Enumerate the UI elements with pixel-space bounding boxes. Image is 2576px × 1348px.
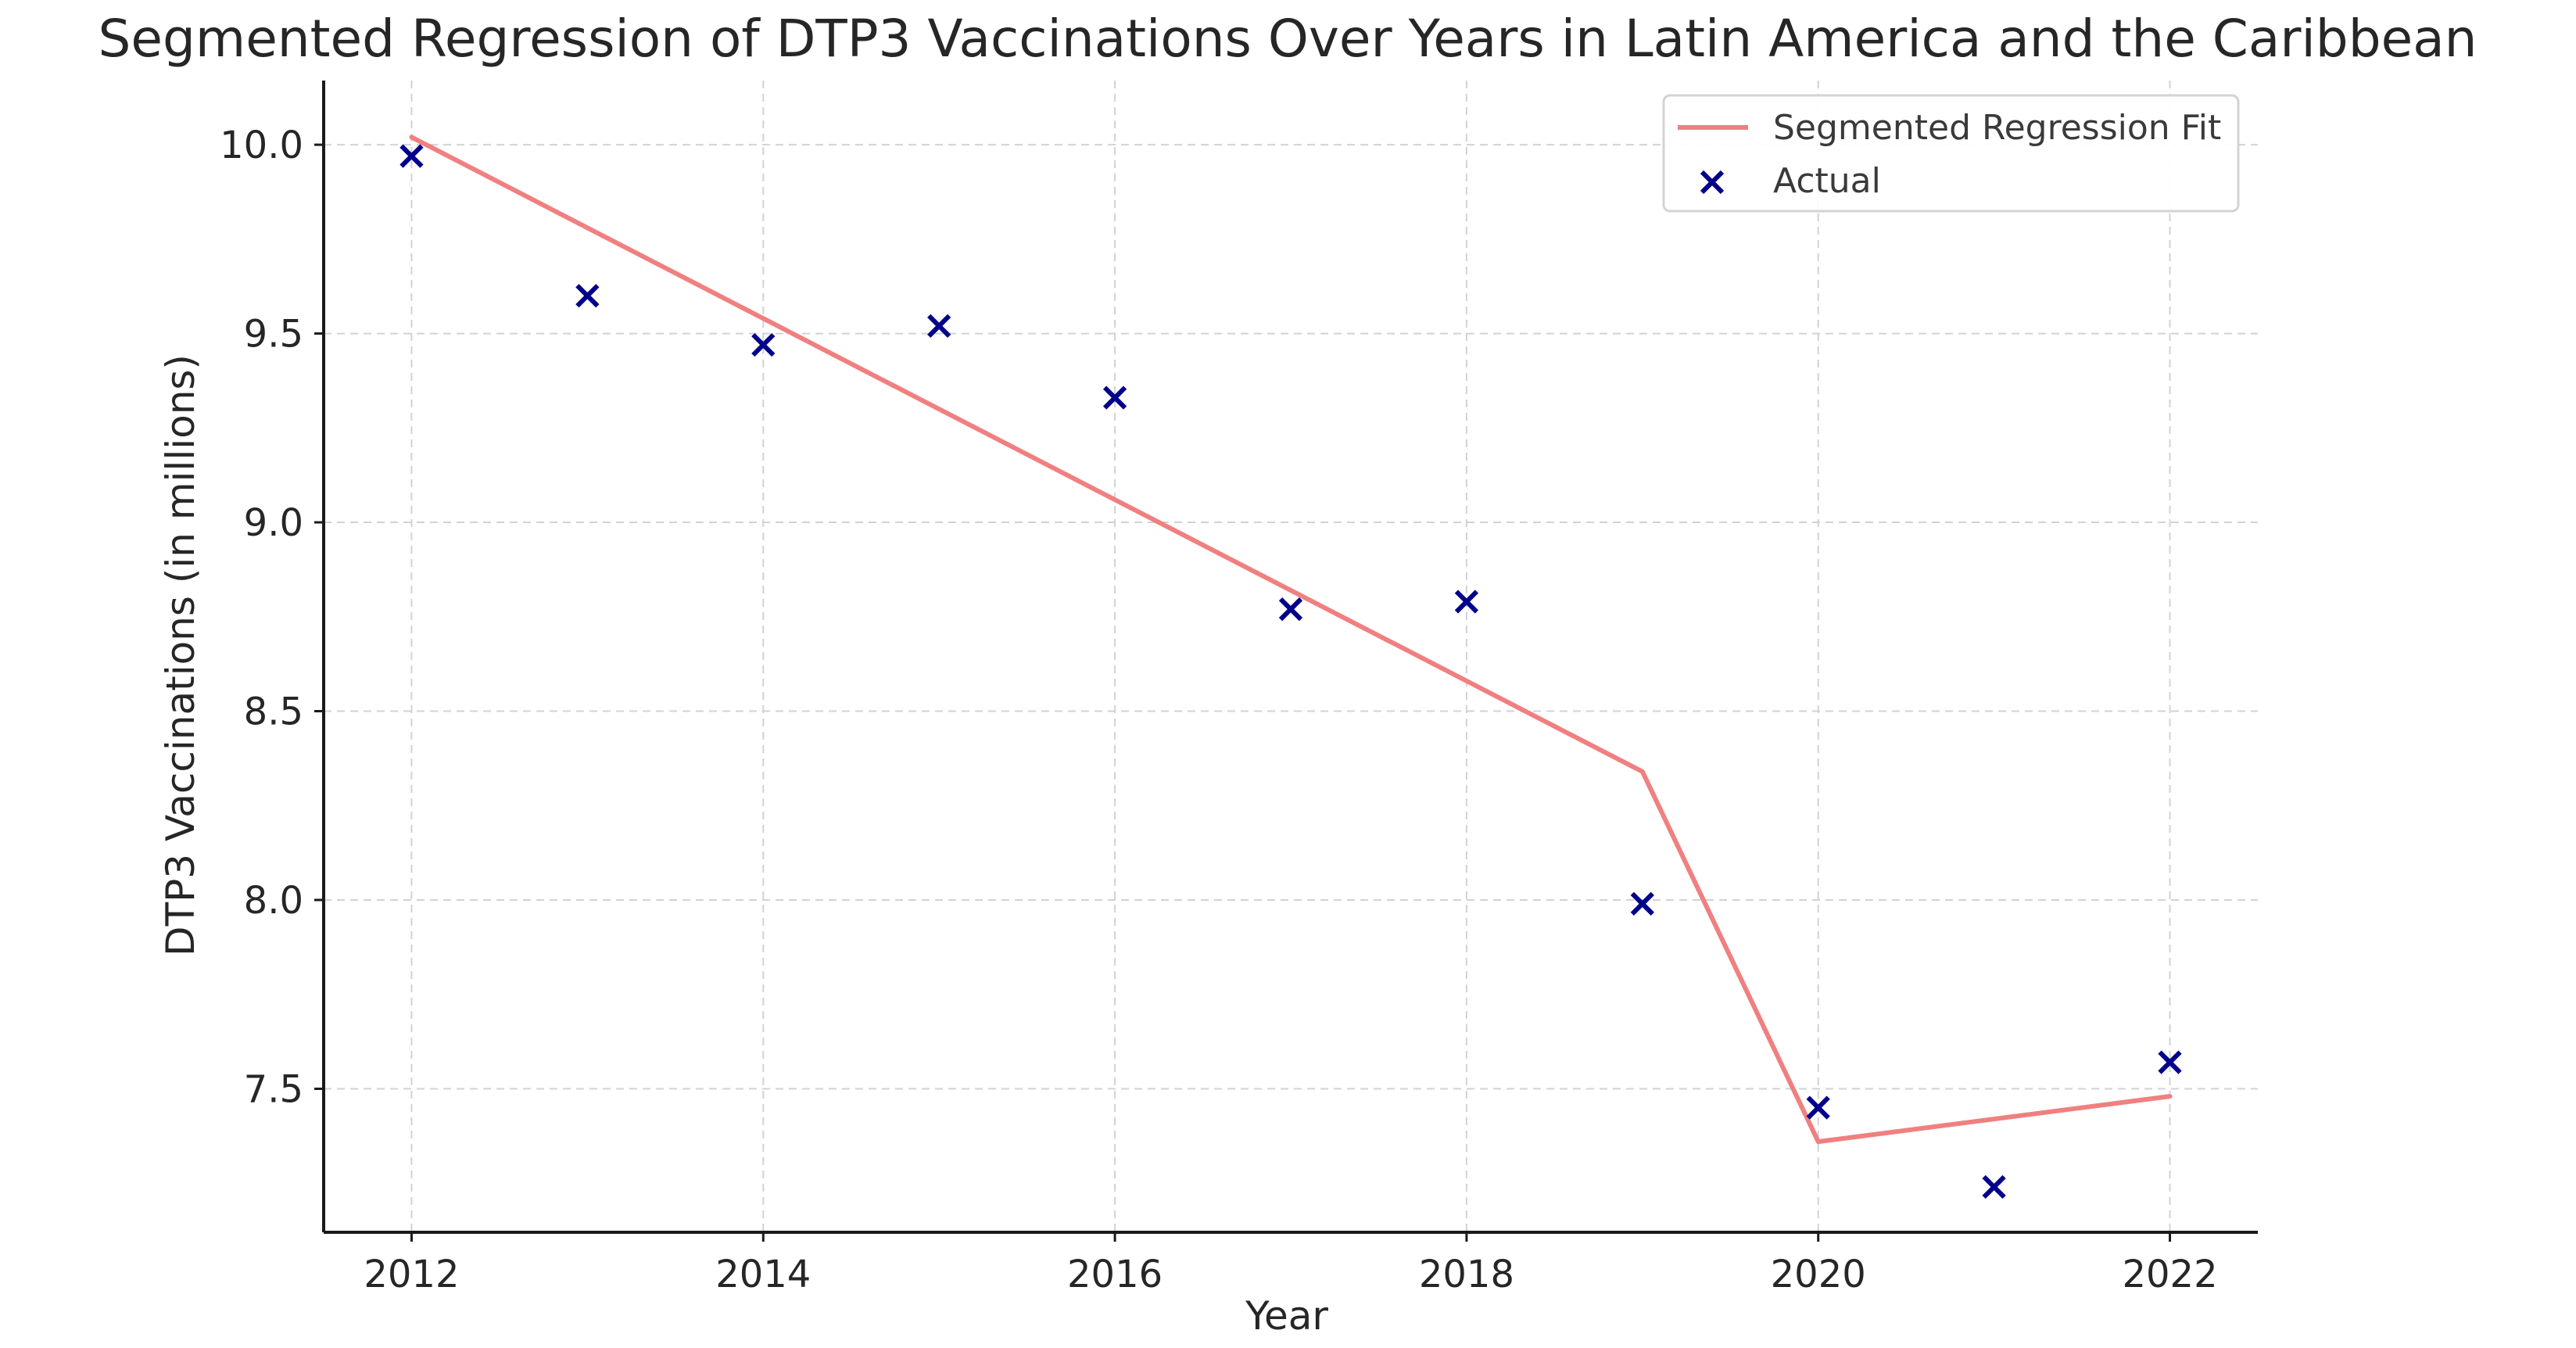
x-tick-label: 2018 <box>1419 1253 1514 1296</box>
data-point-stroke <box>575 284 600 308</box>
grid <box>324 81 2258 1232</box>
x-axis-label: Year <box>1245 1293 1328 1339</box>
data-point-actual <box>1806 1095 1830 1120</box>
data-point-stroke <box>1806 1095 1830 1120</box>
data-point-stroke <box>1982 1174 2006 1199</box>
data-point-actual <box>1102 385 1127 410</box>
y-tick-label: 9.5 <box>244 313 303 357</box>
data-point-stroke <box>1278 597 1303 622</box>
data-point-actual <box>1278 597 1303 622</box>
legend-label-actual: Actual <box>1773 161 1881 201</box>
y-tick-label: 9.0 <box>244 501 303 545</box>
data-point-actual <box>1454 590 1479 614</box>
data-point-stroke <box>751 332 776 357</box>
x-tick-label: 2016 <box>1067 1253 1163 1296</box>
data-point-actual <box>927 314 951 339</box>
data-point-actual <box>751 332 776 357</box>
data-point-actual <box>399 144 424 168</box>
legend: Segmented Regression Fit Actual <box>1662 94 2240 213</box>
x-tick-label: 2020 <box>1771 1253 1866 1296</box>
chart-title: Segmented Regression of DTP3 Vaccination… <box>99 9 2477 69</box>
y-tick-label: 8.5 <box>244 690 303 734</box>
data-point-actual <box>1982 1174 2006 1199</box>
legend-x-marker-swatch <box>1700 170 1725 195</box>
data-point-stroke <box>1630 891 1654 916</box>
y-tick-label: 8.0 <box>244 879 303 923</box>
axis-ticks: 2012 2014 2016 2018 2020 2022 7.5 8.0 8.5 9.0 9.5 1… <box>220 124 2217 1296</box>
data-point-stroke <box>1102 385 1127 410</box>
data-point-stroke <box>927 314 951 339</box>
y-axis-label: DTP3 Vaccinations (in millions) <box>158 354 203 956</box>
data-point-stroke <box>399 144 424 168</box>
y-tick-label: 7.5 <box>244 1067 303 1111</box>
legend-label-fit: Segmented Regression Fit <box>1773 108 2221 148</box>
data-point-stroke <box>2158 1050 2182 1074</box>
data-point-actual <box>2158 1050 2182 1074</box>
data-point-actual <box>1630 891 1654 916</box>
plot-area <box>399 134 2182 1199</box>
x-tick-label: 2022 <box>2122 1253 2217 1296</box>
y-tick-label: 10.0 <box>220 124 303 167</box>
data-point-actual <box>575 284 600 308</box>
legend-frame <box>1662 94 2240 213</box>
x-tick-label: 2012 <box>364 1253 459 1296</box>
data-point-stroke <box>1454 590 1479 614</box>
series-line-segmented-regression-fit <box>409 134 2173 1145</box>
x-tick-label: 2014 <box>715 1253 811 1296</box>
